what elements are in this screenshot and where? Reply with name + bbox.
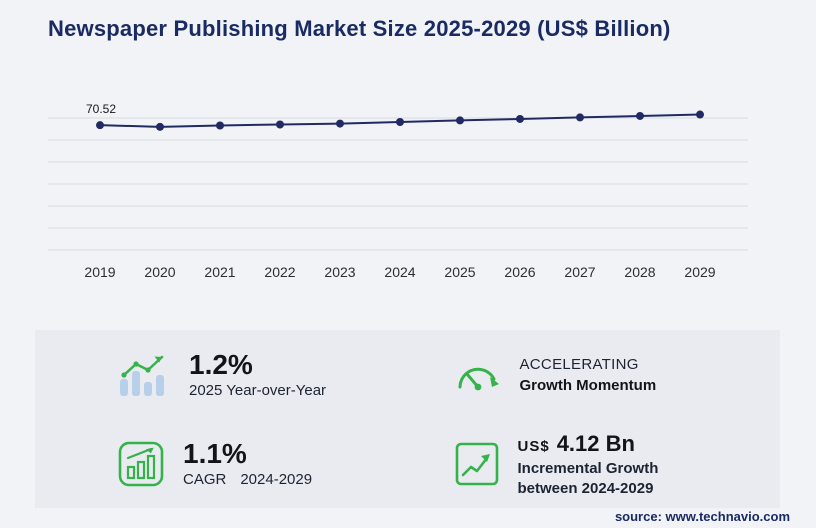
x-axis-label: 2019 xyxy=(84,264,116,280)
data-point xyxy=(696,110,704,119)
incremental-line1: Incremental Growth xyxy=(517,459,659,477)
data-points xyxy=(96,110,704,131)
data-point xyxy=(576,113,584,122)
x-axis-label: 2029 xyxy=(684,264,716,280)
incremental-value: 4.12 Bn xyxy=(556,430,635,456)
cagr-range-text: 2024-2029 xyxy=(240,471,313,489)
cagr-value: 1.1% xyxy=(183,437,247,469)
stat-yoy-text: 1.2% 2025 Year-over-Year xyxy=(189,348,327,400)
data-point xyxy=(636,111,644,120)
data-point xyxy=(96,121,104,130)
page-title: Newspaper Publishing Market Size 2025-20… xyxy=(48,16,671,41)
stat-momentum-text: ACCELERATING Growth Momentum xyxy=(520,356,657,394)
incremental-line2: between 2024-2029 xyxy=(517,479,654,497)
x-axis-label: 2020 xyxy=(144,264,176,280)
gridlines xyxy=(48,117,748,251)
stat-cagr: 1.1% CAGR 2024-2029 xyxy=(35,419,408,508)
stat-incremental-text: US$ 4.12 Bn Incremental Growth between 2… xyxy=(518,431,659,497)
momentum-line1: ACCELERATING xyxy=(519,355,639,373)
line-chart-svg: 70.52 xyxy=(48,102,748,251)
incremental-currency: US$ xyxy=(517,437,550,455)
x-axis-label: 2021 xyxy=(204,264,236,280)
data-point xyxy=(276,120,284,129)
bar-chart-growth-icon xyxy=(117,351,171,399)
incremental-amount: US$ 4.12 Bn xyxy=(518,431,659,457)
data-point xyxy=(216,121,224,130)
stat-incremental: US$ 4.12 Bn Incremental Growth between 2… xyxy=(408,419,781,508)
cagr-label-text: CAGR xyxy=(183,471,227,489)
x-axis-label: 2025 xyxy=(444,264,476,280)
data-point xyxy=(396,117,404,126)
yoy-label: 2025 Year-over-Year xyxy=(189,382,327,400)
growth-arrow-box-icon xyxy=(454,441,500,487)
yoy-value: 1.2% xyxy=(189,348,253,380)
stat-momentum: ACCELERATING Growth Momentum xyxy=(408,330,781,419)
stat-yoy: 1.2% 2025 Year-over-Year xyxy=(35,330,408,419)
data-point xyxy=(516,114,524,123)
data-point xyxy=(156,122,164,131)
speedometer-icon xyxy=(454,355,502,395)
x-axis-label: 2023 xyxy=(324,264,356,280)
data-point xyxy=(336,119,344,128)
x-axis: 2019 2020 2021 2022 2023 2024 2025 2026 2027 2028… xyxy=(40,264,756,280)
x-axis-label: 2024 xyxy=(384,264,416,280)
bar-chart-box-icon xyxy=(117,440,165,488)
cagr-label: CAGR 2024-2029 xyxy=(183,471,312,488)
x-axis-label: 2022 xyxy=(264,264,296,280)
source-credit: source: www.technavio.com xyxy=(614,509,790,524)
x-axis-label: 2027 xyxy=(564,264,596,280)
stats-panel: 1.2% 2025 Year-over-Year ACCELERATING Gr… xyxy=(35,330,780,508)
data-point xyxy=(456,116,464,125)
market-size-chart: 70.52 2019 2020 2021 2022 2023 2024 2025 2026 20… xyxy=(40,88,756,280)
first-value-label: 70.52 xyxy=(86,102,116,116)
stat-cagr-text: 1.1% CAGR 2024-2029 xyxy=(183,437,312,488)
x-axis-label: 2028 xyxy=(624,264,656,280)
momentum-line2: Growth Momentum xyxy=(519,376,657,394)
x-axis-label: 2026 xyxy=(504,264,536,280)
